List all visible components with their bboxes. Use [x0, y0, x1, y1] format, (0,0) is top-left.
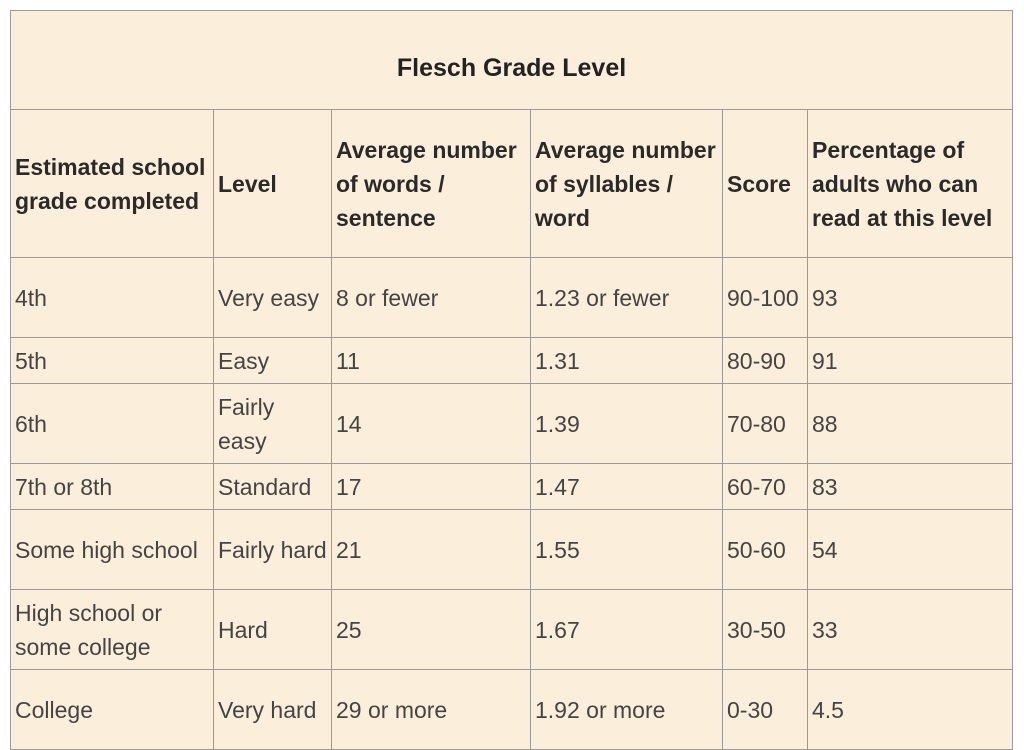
cell-percentage: 83	[806, 463, 1014, 510]
flesch-table-container: Flesch Grade Level Estimated school grad…	[9, 10, 1014, 750]
flesch-grade-table: Flesch Grade Level Estimated school grad…	[9, 10, 1014, 750]
table-row: 7th or 8th Standard 17 1.47 60-70 83	[10, 463, 1014, 510]
cell-syllables: 1.39	[530, 383, 723, 464]
cell-level: Easy	[213, 337, 332, 384]
header-score: Score	[722, 109, 808, 258]
cell-syllables: 1.47	[530, 463, 723, 510]
header-words-per-sentence: Average number of words / sentence	[331, 109, 531, 258]
cell-syllables: 1.92 or more	[530, 669, 723, 750]
cell-grade: Some high school	[10, 509, 214, 590]
cell-level: Fairly easy	[213, 383, 332, 464]
cell-grade: College	[10, 669, 214, 750]
table-row: High school or some college Hard 25 1.67…	[10, 589, 1014, 670]
cell-level: Very hard	[213, 669, 332, 750]
cell-level: Standard	[213, 463, 332, 510]
cell-score: 50-60	[722, 509, 808, 590]
cell-score: 90-100	[722, 257, 808, 338]
header-level: Level	[213, 109, 332, 258]
cell-words: 29 or more	[331, 669, 531, 750]
cell-grade: 4th	[10, 257, 214, 338]
cell-syllables: 1.31	[530, 337, 723, 384]
cell-words: 17	[331, 463, 531, 510]
cell-grade: 7th or 8th	[10, 463, 214, 510]
cell-syllables: 1.67	[530, 589, 723, 670]
cell-words: 14	[331, 383, 531, 464]
cell-grade: 5th	[10, 337, 214, 384]
header-syllables-per-word: Average number of syllables / word	[530, 109, 723, 258]
cell-grade: 6th	[10, 383, 214, 464]
cell-syllables: 1.23 or fewer	[530, 257, 723, 338]
cell-score: 0-30	[722, 669, 808, 750]
header-percentage: Percentage of adults who can read at thi…	[806, 109, 1014, 258]
cell-level: Fairly hard	[213, 509, 332, 590]
cell-words: 21	[331, 509, 531, 590]
table-header-row: Estimated school grade completed Level A…	[10, 109, 1014, 258]
table-row: 6th Fairly easy 14 1.39 70-80 88	[10, 383, 1014, 464]
table-row: Some high school Fairly hard 21 1.55 50-…	[10, 509, 1014, 590]
table-title: Flesch Grade Level	[9, 10, 1014, 110]
table-row: College Very hard 29 or more 1.92 or mor…	[10, 669, 1014, 750]
cell-score: 60-70	[722, 463, 808, 510]
cell-words: 11	[331, 337, 531, 384]
cell-level: Very easy	[213, 257, 332, 338]
cell-syllables: 1.55	[530, 509, 723, 590]
table-row: 5th Easy 11 1.31 80-90 91	[10, 337, 1014, 384]
cell-percentage: 91	[806, 337, 1014, 384]
cell-level: Hard	[213, 589, 332, 670]
cell-score: 70-80	[722, 383, 808, 464]
table-caption-row: Flesch Grade Level	[9, 10, 1014, 110]
cell-grade: High school or some college	[10, 589, 214, 670]
cell-score: 80-90	[722, 337, 808, 384]
cell-words: 8 or fewer	[331, 257, 531, 338]
cell-percentage: 93	[806, 257, 1014, 338]
header-grade: Estimated school grade completed	[10, 109, 214, 258]
cell-percentage: 54	[806, 509, 1014, 590]
cell-percentage: 33	[806, 589, 1014, 670]
cell-percentage: 4.5	[806, 669, 1014, 750]
cell-score: 30-50	[722, 589, 808, 670]
cell-percentage: 88	[806, 383, 1014, 464]
cell-words: 25	[331, 589, 531, 670]
table-row: 4th Very easy 8 or fewer 1.23 or fewer 9…	[10, 257, 1014, 338]
